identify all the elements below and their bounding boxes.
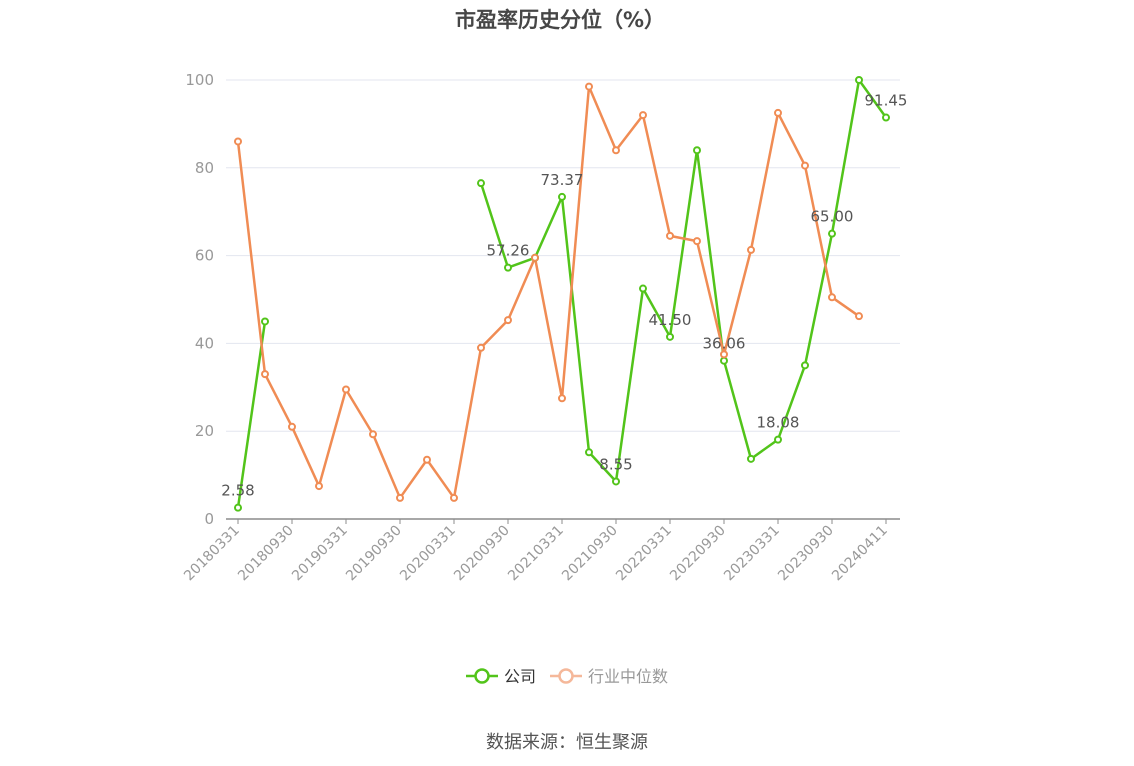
- data-point: [531, 253, 539, 262]
- data-point: [801, 361, 809, 370]
- y-tick-label: 0: [204, 510, 214, 528]
- x-axis: 2018033120180930201903312019093020200331…: [181, 518, 900, 585]
- data-labels: 2.58 57.26 73.37 8.55 41.50 36.06 18.08 65.00 91…: [221, 92, 907, 500]
- data-point: [666, 332, 674, 341]
- x-tick-label: 20180930: [235, 523, 297, 585]
- legend-label: 行业中位数: [588, 667, 668, 686]
- data-point: [234, 503, 242, 512]
- x-tick-label: 20190930: [343, 523, 405, 585]
- data-point: [504, 263, 512, 272]
- data-point: [342, 385, 350, 394]
- y-tick-label: 40: [195, 334, 214, 352]
- data-label: 18.08: [757, 414, 800, 432]
- data-label: 91.45: [865, 92, 908, 110]
- data-point: [558, 394, 566, 403]
- data-point: [369, 430, 377, 439]
- data-point: [639, 111, 647, 120]
- data-point: [666, 231, 674, 240]
- legend: 公司 行业中位数: [466, 667, 668, 686]
- legend-item-0: 公司: [466, 667, 536, 686]
- data-point: [288, 422, 296, 431]
- data-point: [747, 245, 755, 254]
- data-source: 数据来源：恒生聚源: [486, 732, 648, 753]
- x-tick-label: 20210930: [559, 523, 621, 585]
- data-point: [234, 137, 242, 146]
- data-point: [450, 493, 458, 502]
- legend-marker: [474, 668, 490, 684]
- x-tick-label: 20220930: [667, 523, 729, 585]
- data-point: [558, 192, 566, 201]
- data-point: [396, 493, 404, 502]
- y-tick-label: 100: [185, 71, 214, 89]
- data-point: [261, 370, 269, 379]
- grid-lines: [226, 79, 900, 432]
- data-point: [747, 454, 755, 463]
- y-axis: 0 20 40 60 80 100: [185, 71, 214, 528]
- x-tick-label: 20240411: [829, 523, 891, 585]
- data-point: [855, 76, 863, 84]
- data-point: [315, 482, 323, 491]
- legend-label: 公司: [504, 667, 536, 686]
- series-line-0: [479, 78, 888, 483]
- x-tick-label: 20220331: [613, 523, 675, 585]
- data-label: 2.58: [221, 482, 254, 500]
- data-point: [801, 161, 809, 170]
- data-point: [585, 448, 593, 457]
- data-label: 8.55: [599, 455, 632, 473]
- series-line-1: [236, 85, 860, 500]
- data-point: [504, 316, 512, 325]
- data-point: [774, 108, 782, 117]
- y-tick-label: 60: [195, 247, 214, 265]
- data-point: [612, 477, 620, 486]
- x-tick-label: 20200930: [451, 523, 513, 585]
- series-line-0: [236, 321, 267, 508]
- y-tick-label: 80: [195, 159, 214, 177]
- data-point: [585, 82, 593, 91]
- data-label: 41.50: [649, 311, 692, 329]
- data-point: [477, 343, 485, 352]
- series-points: [234, 76, 890, 512]
- data-point: [477, 179, 485, 188]
- legend-item-1: 行业中位数: [550, 667, 668, 686]
- y-tick-label: 20: [195, 422, 214, 440]
- data-point: [828, 229, 836, 238]
- data-point: [828, 293, 836, 302]
- data-point: [261, 317, 269, 326]
- data-point: [882, 113, 890, 122]
- data-point: [693, 237, 701, 246]
- data-point: [774, 435, 782, 444]
- x-tick-label: 20230930: [775, 523, 837, 585]
- data-point: [423, 455, 431, 464]
- data-point: [612, 146, 620, 155]
- data-label: 65.00: [811, 208, 854, 226]
- x-tick-label: 20200331: [397, 523, 459, 585]
- data-point: [639, 284, 647, 293]
- data-label: 57.26: [487, 242, 530, 260]
- x-tick-label: 20230331: [721, 523, 783, 585]
- data-point: [855, 312, 863, 321]
- data-label: 36.06: [703, 335, 746, 353]
- legend-marker: [558, 668, 574, 684]
- x-tick-label: 20210331: [505, 523, 567, 585]
- data-point: [693, 146, 701, 155]
- data-point: [720, 350, 728, 359]
- chart-title: 市盈率历史分位（%）: [454, 8, 666, 32]
- data-point: [720, 356, 728, 365]
- x-tick-label: 20180331: [181, 523, 243, 585]
- data-label: 73.37: [541, 171, 584, 189]
- x-tick-label: 20190331: [289, 523, 351, 585]
- series-lines: [236, 78, 888, 508]
